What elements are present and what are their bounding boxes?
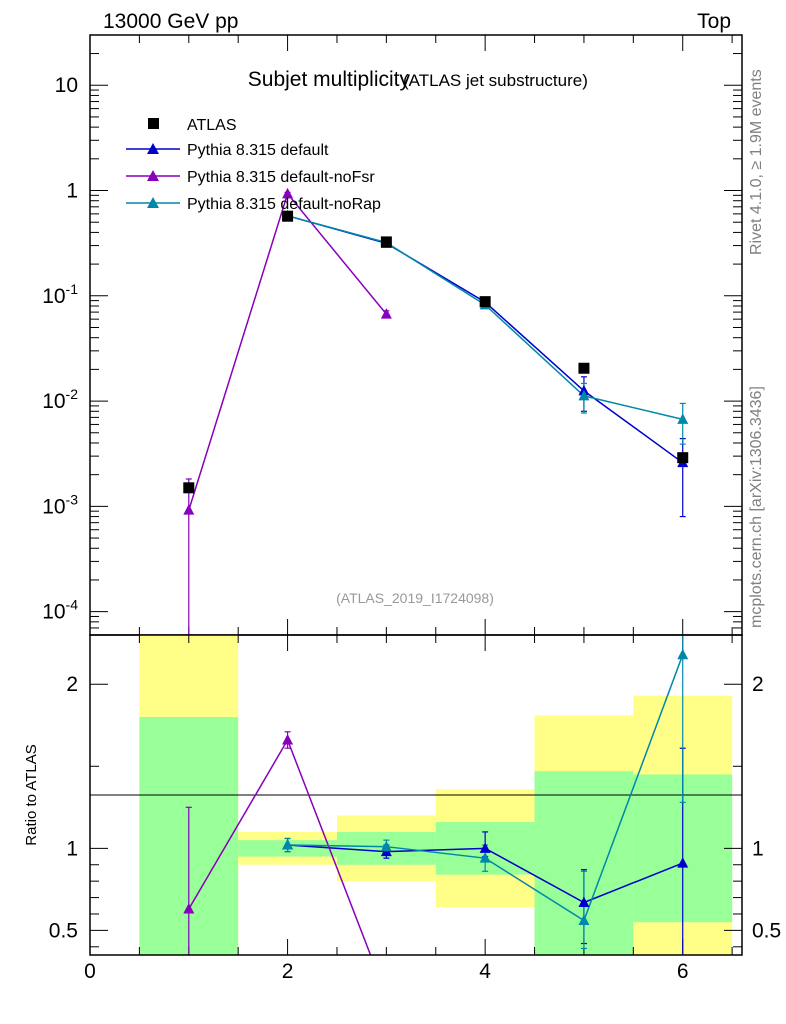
energy-label: 13000 GeV pp [103,10,238,33]
x-tick-label: 4 [479,960,491,983]
ratio-y-tick-label: 1 [66,837,78,860]
ratio-y-tick-label-right: 2 [752,673,764,696]
legend-label-atlas: ATLAS [187,117,237,134]
main-y-tick-label: 10-2 [42,386,78,413]
ratio-y-tick-label: 2 [66,673,78,696]
main-y-tick-label: 10-4 [42,597,78,624]
ratio-y-tick-label: 0.5 [49,919,78,942]
ratio-plot-frame [89,634,743,956]
atlas-data-point [677,452,689,464]
legend-marker-atlas [148,118,159,129]
ratio-series-point-0 [578,896,590,907]
mcplots-label: mcplots.cern.ch [arXiv:1306.3436] [748,386,765,628]
main-series-point-1 [282,187,294,199]
ratio-series-point-1 [183,903,195,914]
ratio-y-tick-label-right: 1 [752,837,764,860]
x-tick-label: 6 [677,960,689,983]
ratio-series-point-2 [282,839,294,850]
ratio-y-tick-label-right: 0.5 [752,919,781,942]
main-y-tick-label: 10-1 [42,281,78,308]
main-series-line-1 [188,192,387,511]
main-series-point-1 [380,308,392,319]
main-series-line-2 [287,215,683,421]
process-label: Top [697,10,731,33]
ratio-series-point-2 [578,914,590,926]
ratio-plot-panel: 0.5 0.5 1 1 2 2 0 2 4 6 Ratio to ATLAS [23,634,781,1001]
atlas-data-point [479,296,491,308]
legend-marker-default [147,143,159,154]
legend-label-default: Pythia 8.315 default [187,142,329,159]
atlas-data-point [578,362,590,374]
x-tick-label: 2 [282,960,294,983]
main-series-point-1 [183,504,195,515]
ratio-series-point-2 [380,840,392,852]
ratio-series-point-2 [677,648,689,660]
ratio-series-point-0 [479,842,491,853]
main-series-point-2 [677,413,689,424]
ratio-series-group [183,635,689,1001]
atlas-data-point [282,210,294,222]
ratio-data-marks [183,635,689,1001]
legend: ATLAS Pythia 8.315 default Pythia 8.315 … [126,117,381,213]
ratio-axis-ticks: 0.5 0.5 1 1 2 2 0 2 4 6 [49,635,781,983]
atlas-data-point [183,482,195,494]
rivet-version-label: Rivet 4.1.0, ≥ 1.9M events [748,69,765,255]
chart-title: Subjet multiplicity [248,68,411,91]
main-y-tick-label: 10-3 [42,491,78,518]
main-data-marks [183,187,689,636]
ratio-series-point-0 [677,857,689,868]
ratio-series-point-1 [381,990,392,1001]
main-y-tick-label: 10 [55,74,78,97]
legend-marker-nofsr [147,170,159,181]
ratio-series-point-1 [282,734,294,745]
analysis-id-label: (ATLAS_2019_I1724098) [336,590,494,606]
atlas-data-point [380,236,392,248]
main-y-tick-label: 1 [66,180,78,203]
x-tick-label: 0 [84,960,96,983]
ratio-y-axis-label: Ratio to ATLAS [23,744,40,845]
chart-subtitle: (ATLAS jet substructure) [403,71,588,90]
main-axis-ticks: 10 1 10-1 10-2 10-3 10-4 [42,34,742,636]
legend-label-norap: Pythia 8.315 default-noRap [187,196,381,213]
legend-marker-norap [147,197,159,208]
main-series-line-0 [287,215,684,464]
main-series-point-2 [578,389,590,401]
legend-label-nofsr: Pythia 8.315 default-noFsr [187,169,375,186]
ratio-series-point-2 [479,852,491,863]
